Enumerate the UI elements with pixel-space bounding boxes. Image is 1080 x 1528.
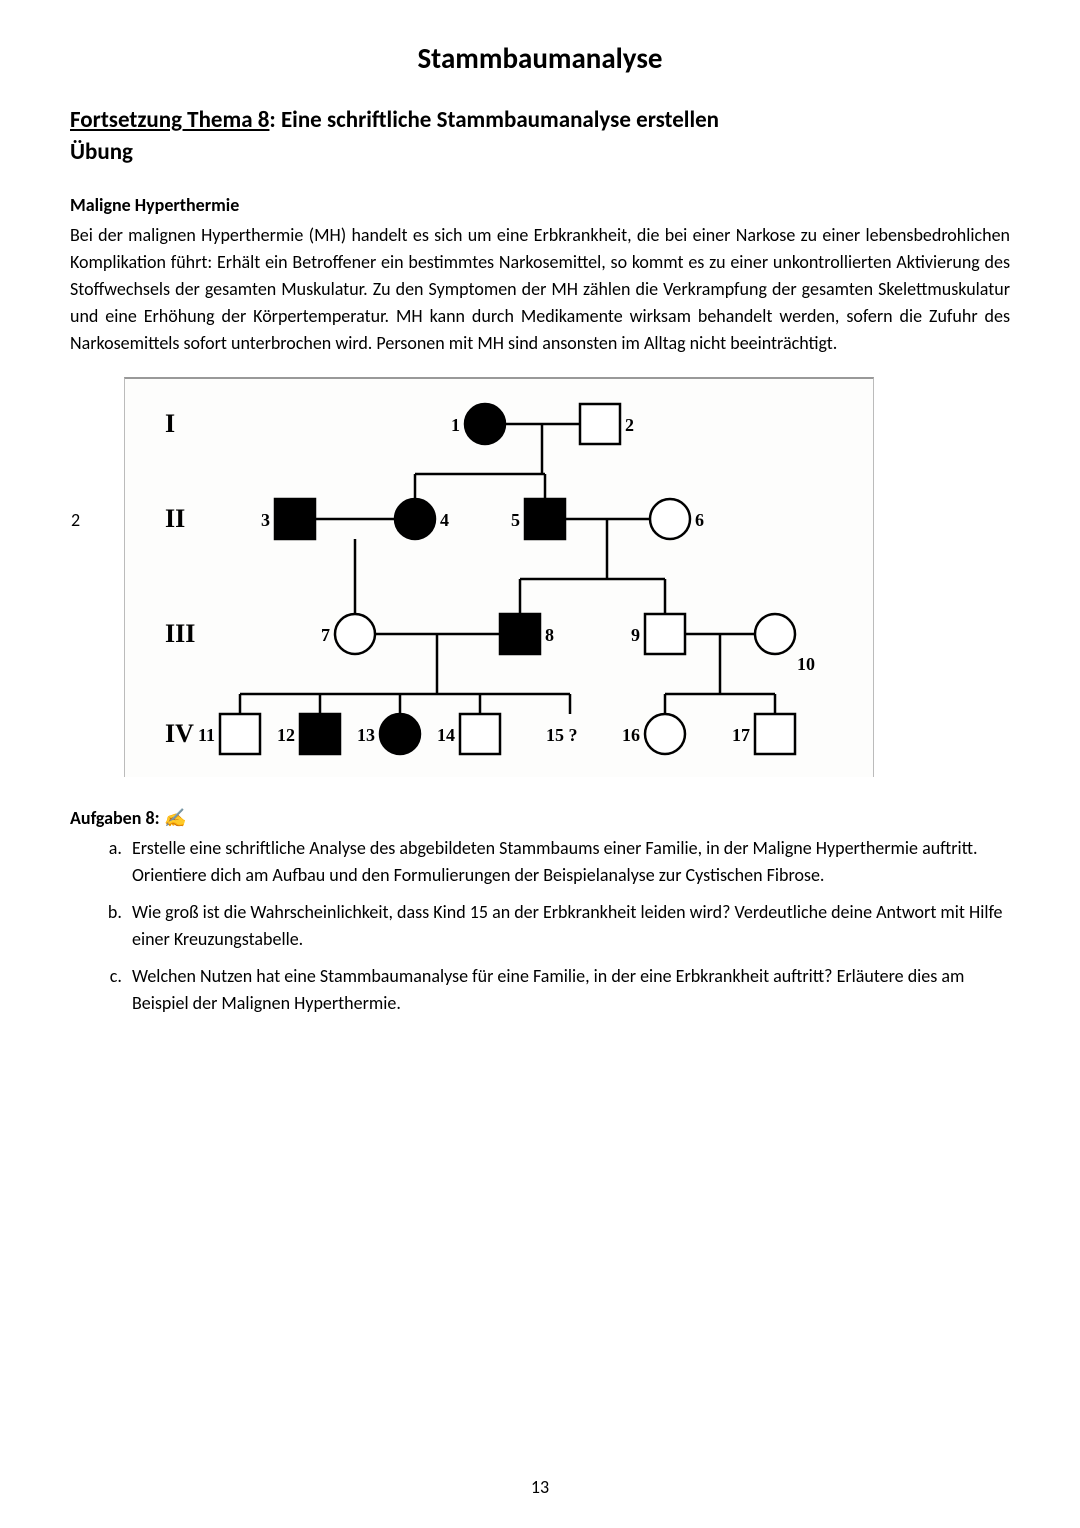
task-a: Erstelle eine schriftliche Analyse des a…	[126, 835, 1010, 889]
svg-text:6: 6	[695, 510, 704, 530]
tasks-heading-text: Aufgaben 8	[70, 807, 155, 829]
svg-text:III: III	[165, 619, 195, 648]
tasks-heading: Aufgaben 8: ✍	[70, 807, 1010, 829]
svg-text:17: 17	[732, 725, 750, 745]
subtitle-line-2: Übung	[70, 138, 1010, 166]
subtitle-underlined: Fortsetzung Thema 8	[70, 106, 269, 134]
page-number: 13	[0, 1476, 1080, 1498]
write-icon: ✍	[164, 807, 186, 829]
svg-text:IV: IV	[165, 719, 194, 748]
task-b: Wie groß ist die Wahrscheinlichkeit, das…	[126, 899, 1010, 953]
svg-text:1: 1	[451, 415, 460, 435]
svg-text:7: 7	[321, 625, 330, 645]
tasks-list: Erstelle eine schriftliche Analyse des a…	[70, 835, 1010, 1017]
subtitle-line-1: Fortsetzung Thema 8: Eine schriftliche S…	[70, 106, 1010, 134]
svg-text:9: 9	[631, 625, 640, 645]
svg-text:12: 12	[277, 725, 295, 745]
svg-text:8: 8	[545, 625, 554, 645]
svg-text:16: 16	[622, 725, 640, 745]
svg-text:II: II	[165, 504, 185, 533]
page-title: Stammbaumanalyse	[70, 40, 1010, 76]
pedigree-diagram: 2 IIIIIIIV123456789101112131415 ?1617	[124, 377, 874, 777]
svg-text:I: I	[165, 409, 175, 438]
body-paragraph: Bei der malignen Hyperthermie (MH) hande…	[70, 222, 1010, 357]
svg-text:3: 3	[261, 510, 270, 530]
svg-text:11: 11	[198, 725, 215, 745]
svg-text:14: 14	[437, 725, 455, 745]
svg-text:13: 13	[357, 725, 375, 745]
svg-text:10: 10	[797, 654, 815, 674]
task-c: Welchen Nutzen hat eine Stammbaumanalyse…	[126, 963, 1010, 1017]
disease-heading: Maligne Hyperthermie	[70, 194, 1010, 216]
svg-text:4: 4	[440, 510, 449, 530]
margin-number-2: 2	[71, 509, 80, 531]
subtitle-rest: : Eine schriftliche Stammbaumanalyse ers…	[269, 106, 719, 134]
pedigree-svg: IIIIIIIV123456789101112131415 ?1617	[125, 379, 875, 779]
svg-text:15 ?: 15 ?	[546, 725, 578, 745]
svg-text:5: 5	[511, 510, 520, 530]
svg-text:2: 2	[625, 415, 634, 435]
